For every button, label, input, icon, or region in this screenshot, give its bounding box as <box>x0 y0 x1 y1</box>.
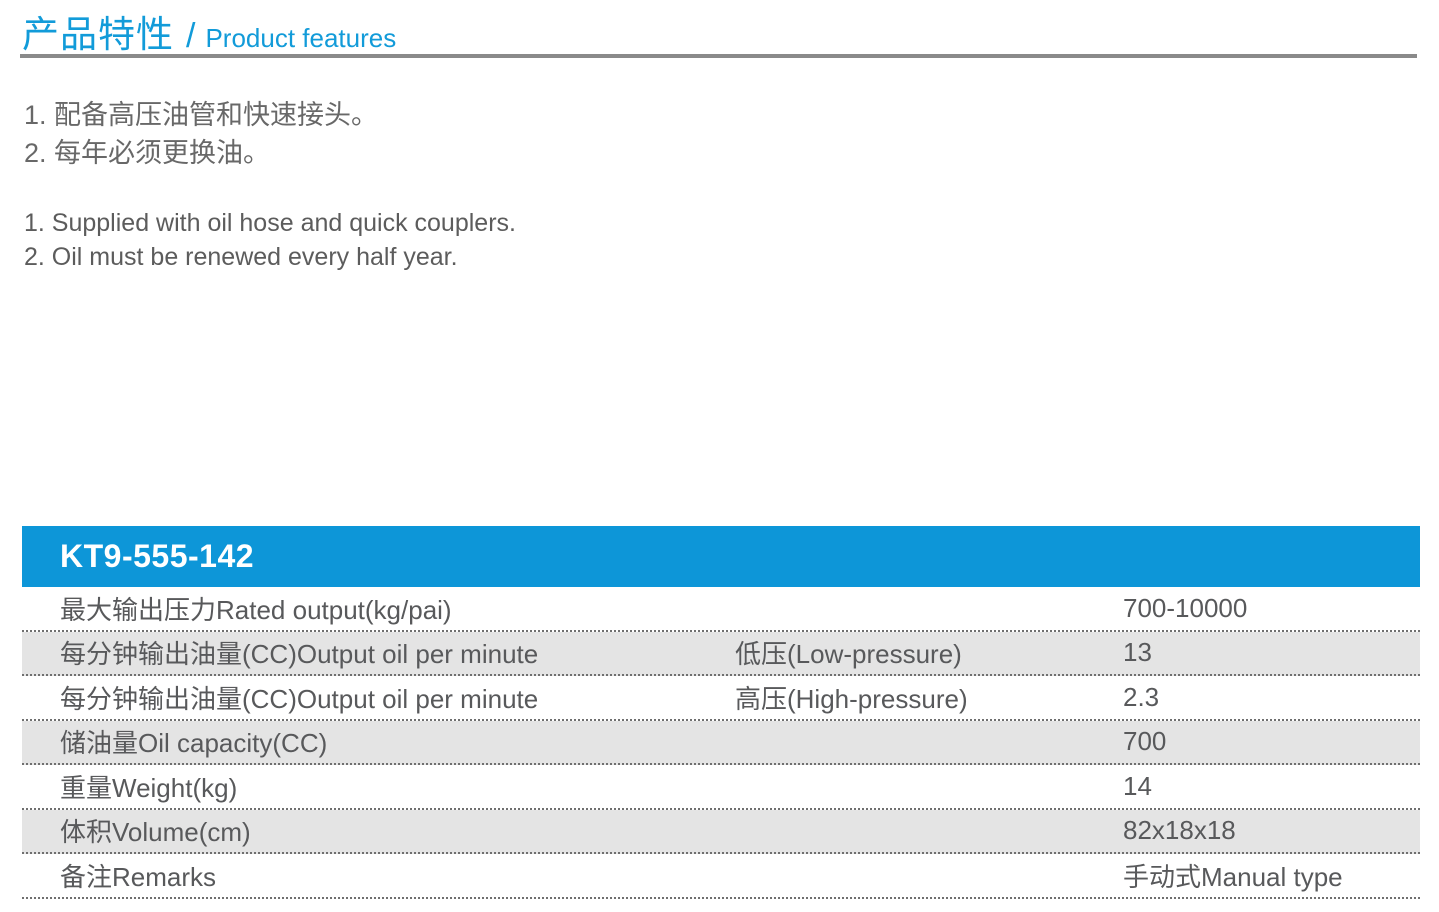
table-row-remarks: 备注Remarks 手动式Manual type <box>22 854 1420 899</box>
feature-list-chinese: 1. 配备高压油管和快速接头。 2. 每年必须更换油。 <box>24 96 378 172</box>
row-value: 13 <box>1123 637 1152 668</box>
feature-en-line2: 2. Oil must be renewed every half year. <box>24 243 458 271</box>
title-separator-slash: / <box>186 17 196 55</box>
spec-table: KT9-555-142 最大输出压力Rated output(kg/pai) 7… <box>22 526 1420 899</box>
row-value: 手动式Manual type <box>1123 861 1343 892</box>
row-value: 14 <box>1123 770 1152 801</box>
page-title-zh: 产品特性 <box>22 14 174 55</box>
row-label: 每分钟输出油量(CC)Output oil per minute <box>60 683 539 714</box>
row-sub-label: 高压(High-pressure) <box>735 683 968 714</box>
page-title-en: Product features <box>205 23 397 53</box>
row-label: 体积Volume(cm) <box>60 817 251 848</box>
feature-zh-line2: 2. 每年必须更换油。 <box>24 138 271 168</box>
row-value: 700 <box>1123 726 1167 757</box>
row-label: 备注Remarks <box>60 861 217 892</box>
row-value: 2.3 <box>1123 681 1160 712</box>
model-number: KT9-555-142 <box>60 538 255 574</box>
row-value: 700-10000 <box>1123 592 1248 623</box>
header-divider-rule <box>20 54 1417 58</box>
table-row-rated-output: 最大输出压力Rated output(kg/pai) 700-10000 <box>22 587 1420 632</box>
row-label: 每分钟输出油量(CC)Output oil per minute <box>60 639 539 670</box>
feature-list-english: 1. Supplied with oil hose and quick coup… <box>24 206 516 274</box>
row-value: 82x18x18 <box>1123 815 1236 846</box>
table-row-output-high-pressure: 每分钟输出油量(CC)Output oil per minute 高压(High… <box>22 676 1420 721</box>
table-row-weight: 重量Weight(kg) 14 <box>22 765 1420 810</box>
row-label: 重量Weight(kg) <box>60 772 238 803</box>
spec-table-model-header: KT9-555-142 <box>22 526 1420 587</box>
table-row-output-low-pressure: 每分钟输出油量(CC)Output oil per minute 低压(Low-… <box>22 631 1420 676</box>
row-label: 最大输出压力Rated output(kg/pai) <box>60 594 452 625</box>
page-title: 产品特性 / Product features <box>22 4 396 58</box>
feature-en-line1: 1. Supplied with oil hose and quick coup… <box>24 209 516 237</box>
row-sub-label: 低压(Low-pressure) <box>735 639 962 670</box>
feature-zh-line1: 1. 配备高压油管和快速接头。 <box>24 100 379 130</box>
row-label: 储油量Oil capacity(CC) <box>60 728 328 759</box>
table-row-volume: 体积Volume(cm) 82x18x18 <box>22 809 1420 854</box>
table-row-oil-capacity: 储油量Oil capacity(CC) 700 <box>22 720 1420 765</box>
